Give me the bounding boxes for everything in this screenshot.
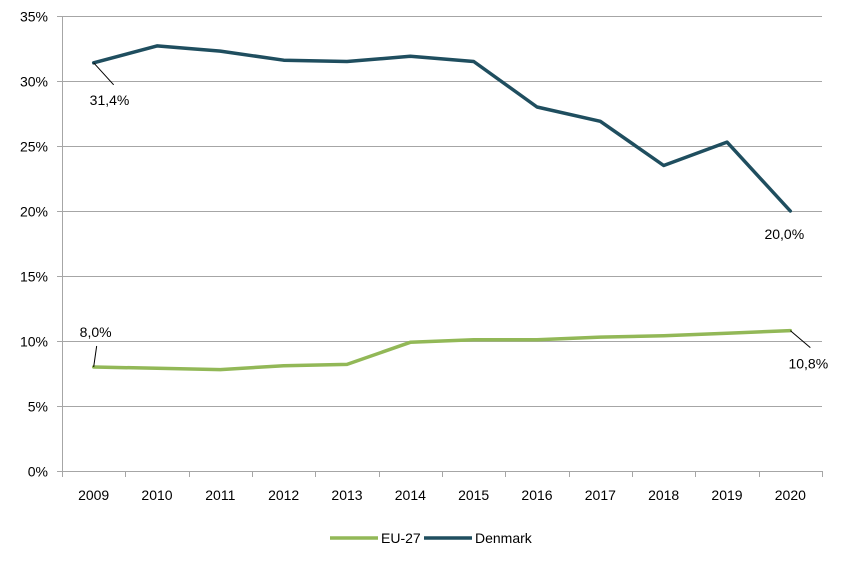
x-tick-label-2020: 2020 (775, 487, 806, 503)
x-tick-label-2010: 2010 (141, 487, 172, 503)
leader-line (93, 62, 115, 86)
x-tick-label-2019: 2019 (711, 487, 742, 503)
leader-line (93, 345, 98, 368)
data-label: 8,0% (80, 324, 112, 340)
legend-label: EU-27 (381, 530, 421, 546)
y-tick-label: 25% (20, 139, 48, 155)
x-tick-label-2015: 2015 (458, 487, 489, 503)
series-lines (91, 44, 793, 372)
axes: 0% 5% 10% 15% 20% 25% 30% 35% 2009 2010 2011 2012 20… (20, 9, 823, 503)
data-label: 10,8% (788, 356, 828, 372)
x-tick-label-2016: 2016 (521, 487, 552, 503)
data-labels: 31,4% 20,0% 8,0% 10,8% (80, 62, 828, 372)
x-tick-label-2014: 2014 (395, 487, 426, 503)
data-label: 31,4% (90, 92, 130, 108)
x-tick-label-2012: 2012 (268, 487, 299, 503)
x-tick-label-2013: 2013 (331, 487, 362, 503)
y-tick-label: 15% (20, 269, 48, 285)
y-tick-label: 10% (20, 334, 48, 350)
gridlines (62, 16, 822, 407)
x-tick-label-2011: 2011 (205, 487, 235, 503)
legend-label: Denmark (475, 530, 533, 546)
y-tick-label: 35% (20, 9, 48, 25)
y-tick-label: 30% (20, 74, 48, 90)
x-tick-label-2017: 2017 (585, 487, 616, 503)
legend: EU-27 Denmark (330, 530, 533, 546)
x-tick-label-2018: 2018 (648, 487, 679, 503)
data-label: 20,0% (764, 226, 804, 242)
series-line-denmark (91, 44, 793, 213)
series-line-eu-27 (91, 328, 793, 372)
leader-line (790, 330, 811, 348)
y-tick-label: 0% (28, 464, 48, 480)
y-tick-label: 20% (20, 204, 48, 220)
y-tick-label: 5% (28, 399, 48, 415)
x-tick-label-2009: 2009 (78, 487, 109, 503)
